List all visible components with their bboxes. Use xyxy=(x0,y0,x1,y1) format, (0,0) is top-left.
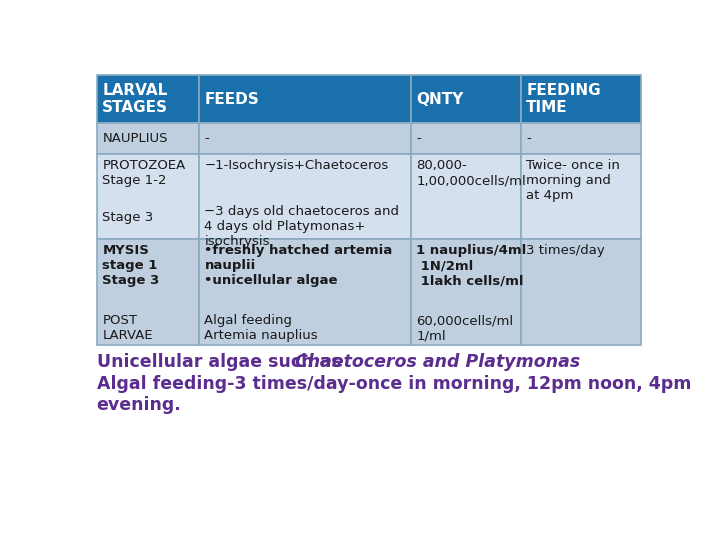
Bar xyxy=(521,239,642,346)
Text: FEEDS: FEEDS xyxy=(204,92,259,106)
Text: QNTY: QNTY xyxy=(416,92,464,106)
Bar xyxy=(521,75,642,123)
Text: Unicellular algae such as: Unicellular algae such as xyxy=(96,353,347,371)
Bar xyxy=(199,239,411,346)
Text: Chaetoceros and Platymonas: Chaetoceros and Platymonas xyxy=(294,353,580,371)
Text: •freshly hatched artemia
nauplii
•unicellular algae: •freshly hatched artemia nauplii •unicel… xyxy=(204,245,392,287)
Bar xyxy=(96,154,199,239)
Text: Stage 3: Stage 3 xyxy=(102,211,153,224)
Text: 60,000cells/ml
1/ml: 60,000cells/ml 1/ml xyxy=(416,314,513,342)
Text: PROTOZOEA
Stage 1-2: PROTOZOEA Stage 1-2 xyxy=(102,159,186,187)
Text: Algal feeding
Artemia nauplius: Algal feeding Artemia nauplius xyxy=(204,314,318,342)
Text: MYSIS
stage 1
Stage 3: MYSIS stage 1 Stage 3 xyxy=(102,245,160,287)
Text: evening.: evening. xyxy=(96,396,181,414)
Bar xyxy=(199,154,411,239)
Bar xyxy=(521,123,642,154)
Text: −1-Isochrysis+Chaetoceros: −1-Isochrysis+Chaetoceros xyxy=(204,159,389,172)
Text: -: - xyxy=(526,132,531,145)
Bar xyxy=(96,239,199,346)
Text: -: - xyxy=(204,132,209,145)
Bar xyxy=(411,123,521,154)
Text: FEEDING
TIME: FEEDING TIME xyxy=(526,83,601,116)
Bar xyxy=(411,154,521,239)
Text: Algal feeding-3 times/day-once in morning, 12pm noon, 4pm: Algal feeding-3 times/day-once in mornin… xyxy=(96,375,691,393)
Text: 80,000-
1,00,000cells/ml: 80,000- 1,00,000cells/ml xyxy=(416,159,526,187)
Bar xyxy=(96,75,199,123)
Text: Twice- once in
morning and
at 4pm: Twice- once in morning and at 4pm xyxy=(526,159,620,202)
Text: LARVAL
STAGES: LARVAL STAGES xyxy=(102,83,168,116)
Bar xyxy=(411,75,521,123)
Text: 1 nauplius/4ml
 1N/2ml
 1lakh cells/ml: 1 nauplius/4ml 1N/2ml 1lakh cells/ml xyxy=(416,245,527,287)
Text: POST
LARVAE: POST LARVAE xyxy=(102,314,153,342)
Bar xyxy=(199,123,411,154)
Text: −3 days old chaetoceros and
4 days old Platymonas+
isochrysis: −3 days old chaetoceros and 4 days old P… xyxy=(204,205,400,248)
Bar xyxy=(199,75,411,123)
Bar xyxy=(411,239,521,346)
Bar xyxy=(521,154,642,239)
Bar xyxy=(96,123,199,154)
Text: -: - xyxy=(416,132,421,145)
Text: 3 times/day: 3 times/day xyxy=(526,245,605,258)
Text: NAUPLIUS: NAUPLIUS xyxy=(102,132,168,145)
